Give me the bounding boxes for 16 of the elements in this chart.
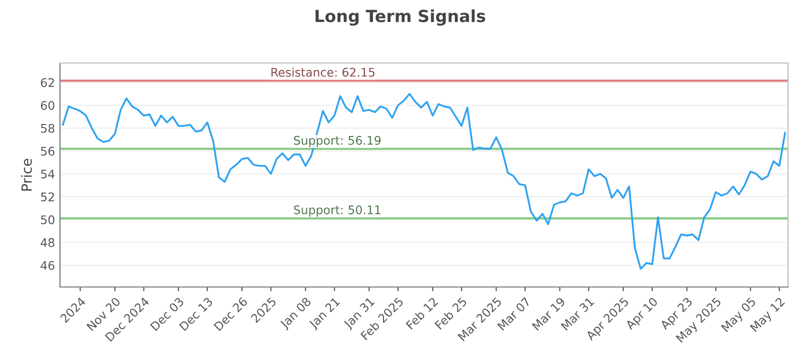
chart-title: Long Term Signals <box>316 9 486 26</box>
y-tick-label: 60 <box>40 101 54 110</box>
y-tick-label: 52 <box>41 192 54 202</box>
y-tick-label: 46 <box>40 261 54 270</box>
y-tick-label: 58 <box>41 124 54 133</box>
y-tick-label: 54 <box>41 170 54 179</box>
y-tick-label: 48 <box>40 238 54 248</box>
ref-line-label: Support: 50.11 <box>294 205 380 217</box>
y-axis-title: Price <box>21 158 32 191</box>
ref-line-label: Resistance: 62.15 <box>271 68 374 77</box>
y-tick-label: 62 <box>40 78 54 88</box>
line-series <box>62 92 786 270</box>
x-tick-label: Dec 26 <box>214 296 248 332</box>
y-tick-label: 56 <box>41 146 54 156</box>
y-tick-label: 50 <box>41 215 54 224</box>
ref-line-label: Support: 56.19 <box>294 136 381 148</box>
